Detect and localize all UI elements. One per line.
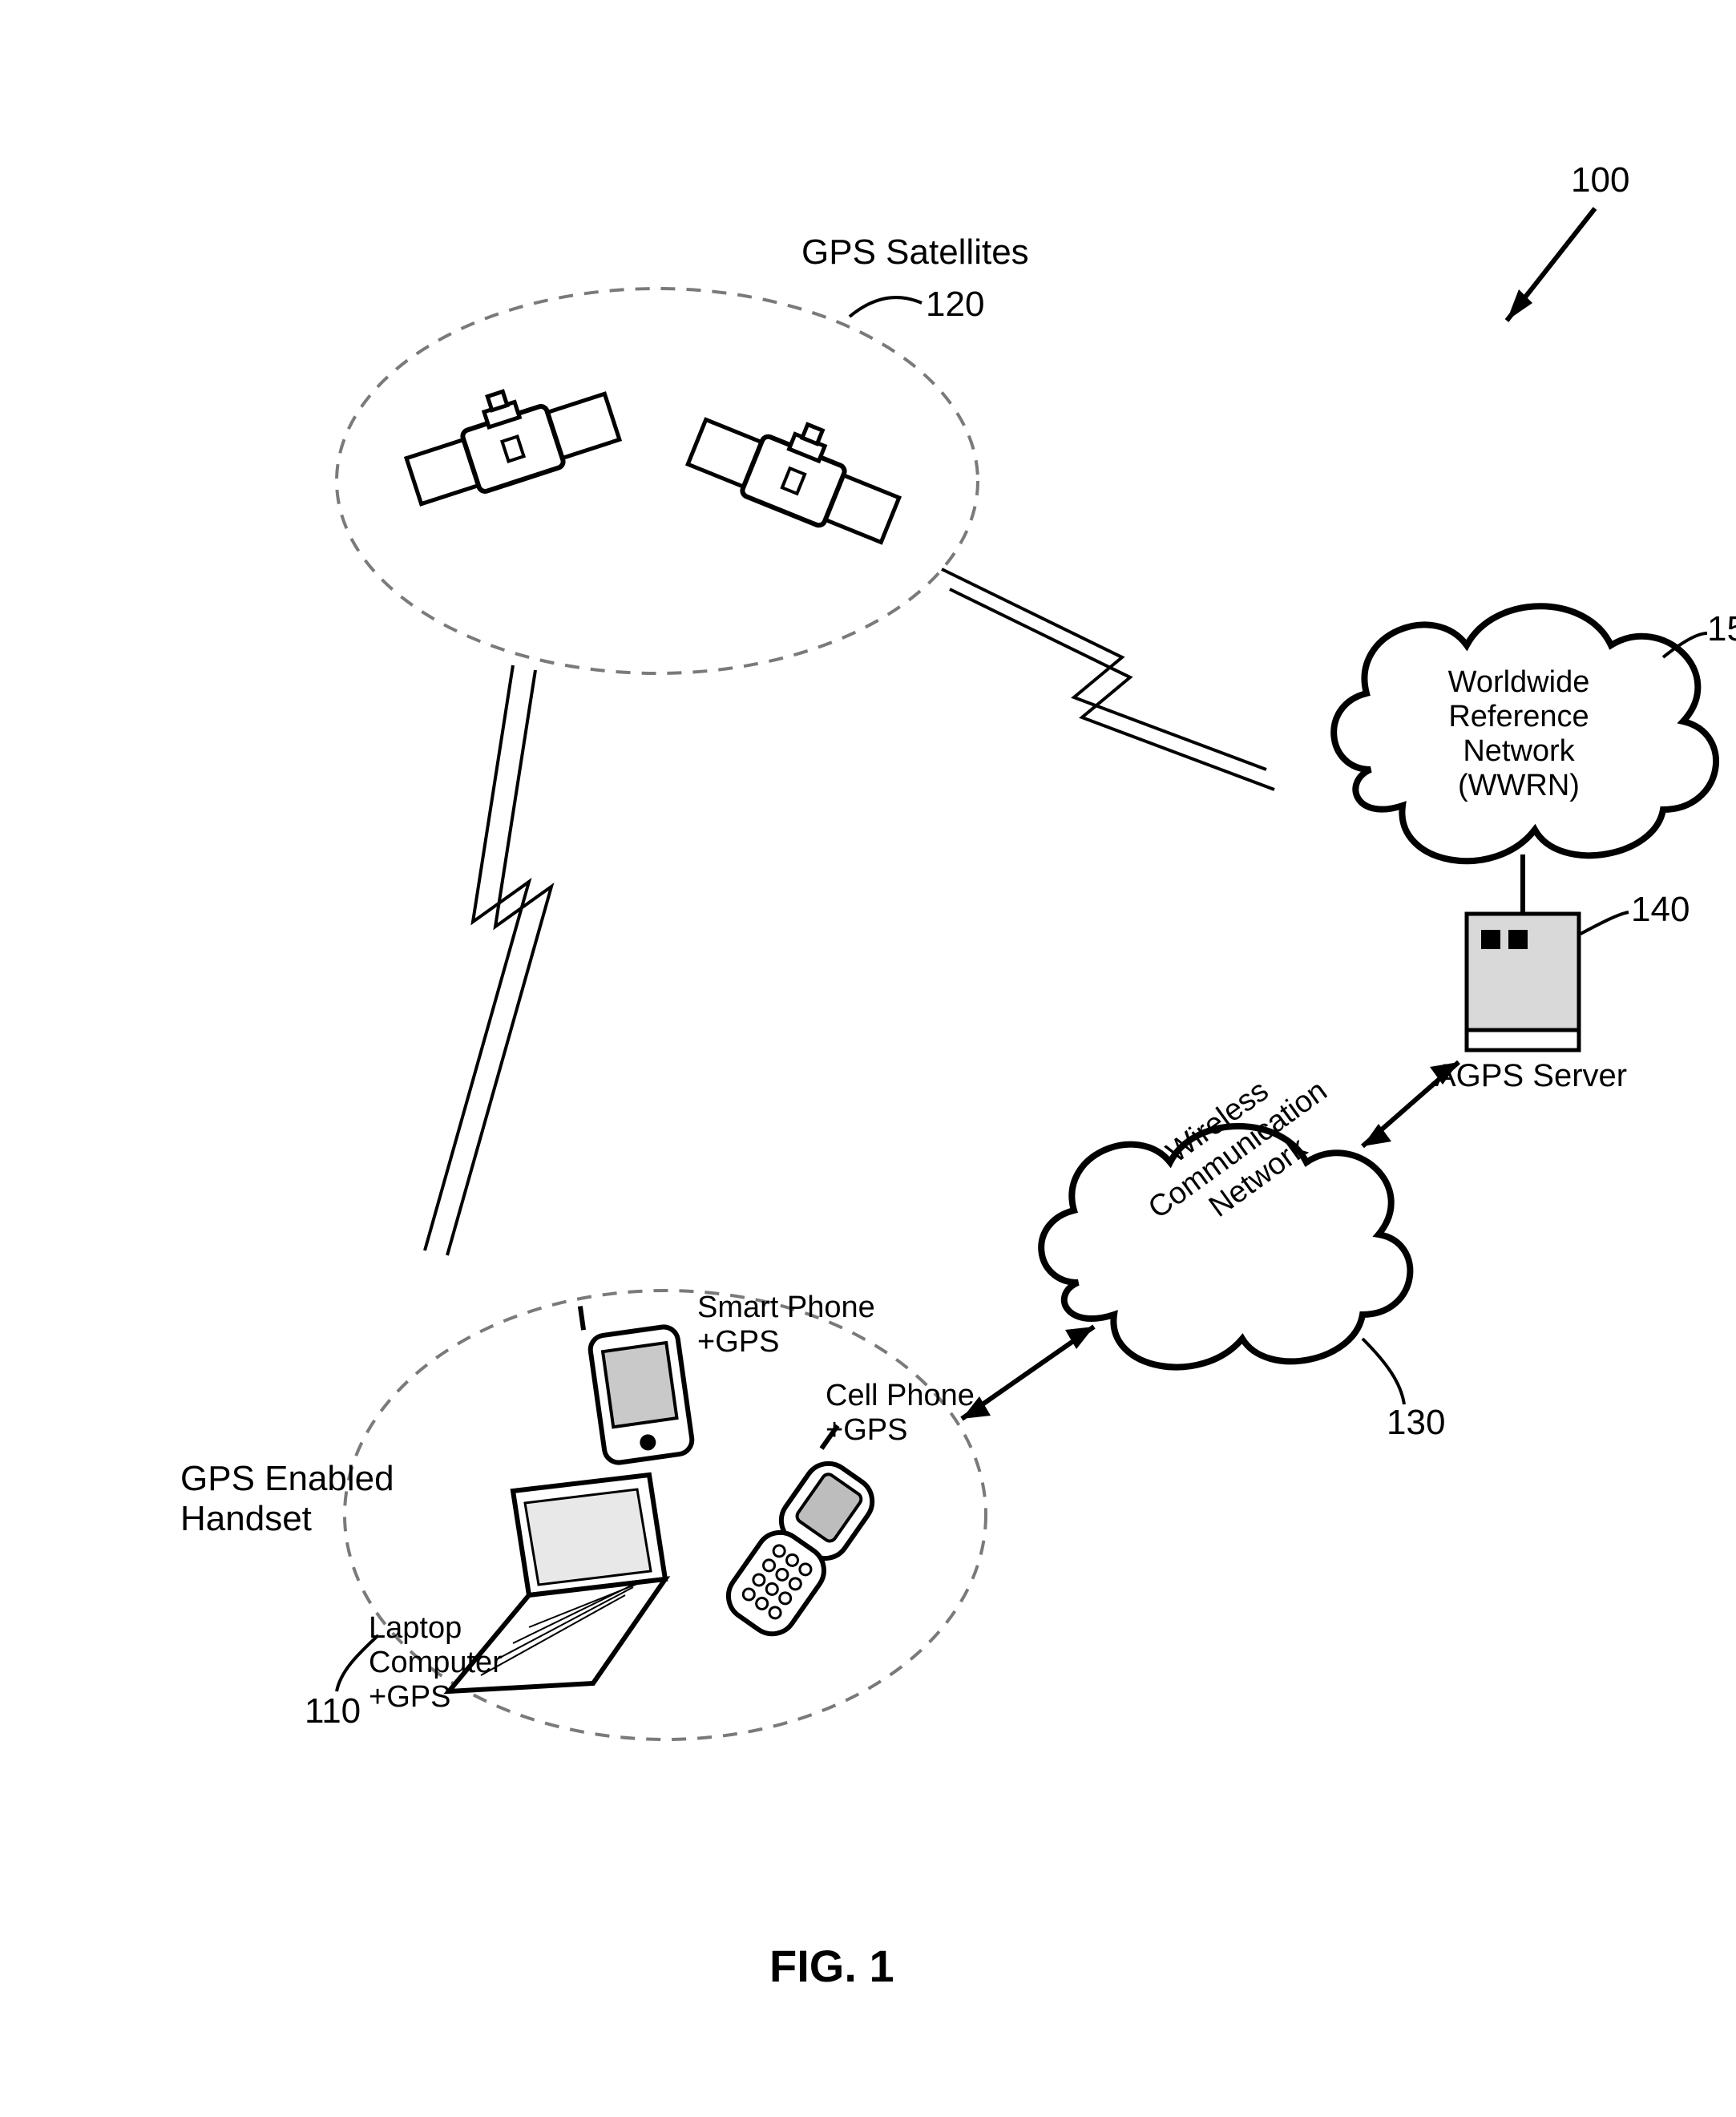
cellphone-label: Cell Phone +GPS (826, 1379, 975, 1448)
ref-leader-120 (850, 297, 922, 317)
radio-link-icon (942, 569, 1274, 790)
server-label: AGPS Server (1435, 1058, 1627, 1094)
ref-leader-140 (1581, 912, 1629, 934)
wireless-cloud-ref: 130 (1387, 1403, 1445, 1443)
double-arrow-icon (962, 1327, 1094, 1419)
smartphone-icon (580, 1294, 694, 1465)
handsets-title: GPS Enabled Handset (180, 1459, 394, 1539)
laptop-label: Laptop Computer +GPS (369, 1611, 503, 1715)
radio-link-icon (425, 665, 551, 1255)
satellite-icon (396, 362, 622, 511)
ref-leader-130 (1363, 1339, 1404, 1404)
satellite-icon (684, 389, 911, 550)
system-ref: 100 (1571, 160, 1629, 200)
figure-label: FIG. 1 (769, 1940, 894, 1992)
server-icon (1467, 914, 1579, 1050)
handsets-ref: 110 (305, 1691, 361, 1731)
smartphone-label: Smart Phone +GPS (697, 1291, 875, 1359)
figure-canvas: 100 GPS Satellites 120 GPS Enabled Hands… (0, 0, 1736, 2117)
satellites-ref: 120 (926, 285, 984, 325)
wwrn-cloud-ref: 150 (1707, 609, 1736, 649)
server-ref: 140 (1631, 890, 1690, 930)
cellphone-icon (716, 1425, 900, 1643)
satellites-title: GPS Satellites (801, 232, 1029, 273)
system-ref-arrow (1507, 208, 1595, 321)
wwrn-cloud-text: Worldwide Reference Network (WWRN) (1443, 665, 1595, 803)
